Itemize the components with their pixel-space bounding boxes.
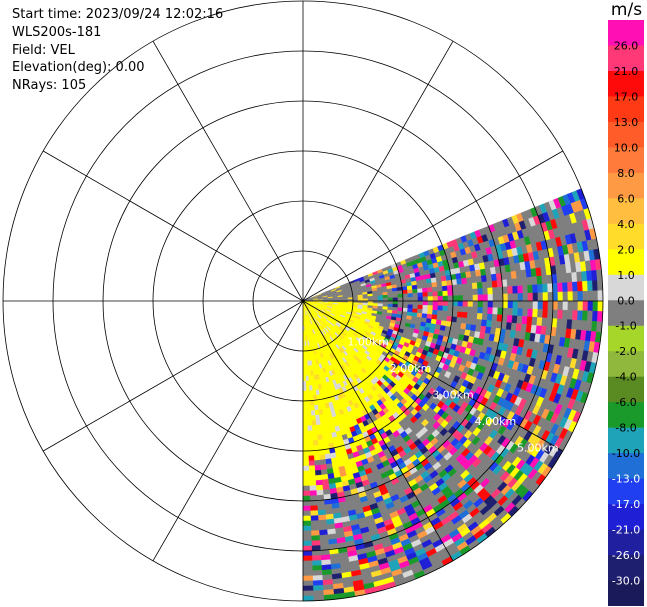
colorbar-tick-label: 21.0 — [614, 65, 639, 78]
colorbar-swatch — [608, 555, 644, 582]
elevation-text: Elevation(deg): 0.00 — [12, 60, 145, 76]
colorbar-swatch — [608, 223, 644, 250]
colorbar-swatch — [608, 20, 644, 46]
colorbar-swatch — [608, 121, 644, 148]
colorbar-tick-label: -8.0 — [615, 422, 636, 435]
azimuth-spoke — [302, 40, 454, 302]
colorbar-tick-label: 1.0 — [617, 269, 635, 282]
scan-info: Start time: 2023/09/24 12:02:16 WLS200s-… — [12, 6, 223, 95]
colorbar-tick-label: 10.0 — [614, 141, 639, 154]
instrument-text: WLS200s-181 — [12, 24, 102, 40]
colorbar-tick-label: 6.0 — [617, 192, 635, 205]
colorbar-tick-label: 4.0 — [617, 218, 635, 231]
colorbar-tick-label: 0.0 — [617, 294, 635, 307]
nrays-text: NRays: 105 — [12, 78, 87, 94]
azimuth-spoke — [302, 150, 563, 302]
colorbar-tick-label: -13.0 — [612, 473, 640, 486]
colorbar-swatch — [608, 96, 644, 123]
colorbar-swatch — [608, 453, 644, 480]
colorbar-swatch — [608, 402, 644, 429]
field-text: Field: VEL — [12, 42, 75, 58]
colorbar-tick-label: -21.0 — [612, 524, 640, 537]
azimuth-spoke — [42, 150, 304, 302]
colorbar-swatch — [608, 274, 644, 301]
colorbar-swatch — [608, 478, 644, 505]
colorbar-swatch — [608, 70, 644, 97]
colorbar: 26.0 21.0 17.0 13.0 10.0 8.0 6.0 4.0 2.0 1.0 0.0 -1… — [608, 20, 644, 606]
colorbar-swatch — [608, 427, 644, 454]
azimuth-spoke — [152, 40, 304, 302]
colorbar-swatch — [608, 325, 644, 352]
azimuth-spoke — [302, 300, 563, 452]
range-label: 2.00km — [390, 362, 432, 375]
colorbar-swatch — [608, 504, 644, 531]
colorbar-tick-label: 26.0 — [614, 40, 639, 53]
colorbar-unit: m/s — [610, 0, 643, 20]
range-label: 1.00km — [347, 336, 389, 349]
colorbar-tick-label: -2.0 — [615, 345, 636, 358]
azimuth-spoke — [302, 300, 454, 561]
colorbar-swatch — [608, 529, 644, 556]
colorbar-tick-label: -17.0 — [612, 498, 640, 511]
colorbar-swatch — [608, 172, 644, 199]
colorbar-tick-label: -6.0 — [615, 396, 636, 409]
colorbar-swatch — [608, 376, 644, 403]
range-label: 4.00km — [475, 415, 517, 428]
colorbar-swatch — [608, 147, 644, 174]
range-label: 5.00km — [517, 442, 559, 455]
azimuth-spoke — [152, 300, 304, 561]
range-label: 3.00km — [432, 389, 474, 402]
start-time-text: Start time: 2023/09/24 12:02:16 — [12, 7, 224, 22]
colorbar-tick-label: 8.0 — [617, 167, 635, 180]
colorbar-swatch — [608, 351, 644, 378]
colorbar-tick-label: -10.0 — [612, 447, 640, 460]
colorbar-swatch — [608, 249, 644, 276]
colorbar-tick-label: -1.0 — [615, 320, 636, 333]
colorbar-swatch — [608, 300, 644, 327]
colorbar-swatch — [608, 45, 644, 72]
colorbar-tick-label: -26.0 — [612, 549, 640, 562]
colorbar-swatch — [608, 580, 644, 606]
colorbar-tick-label: 17.0 — [614, 90, 639, 103]
colorbar-tick-label: -4.0 — [615, 371, 636, 384]
polar-grid — [2, 0, 604, 602]
colorbar-tick-label: -30.0 — [612, 575, 640, 588]
colorbar-tick-label: 2.0 — [617, 243, 635, 256]
azimuth-spoke — [42, 300, 304, 452]
colorbar-tick-label: 13.0 — [614, 116, 639, 129]
colorbar-swatch — [608, 198, 644, 225]
